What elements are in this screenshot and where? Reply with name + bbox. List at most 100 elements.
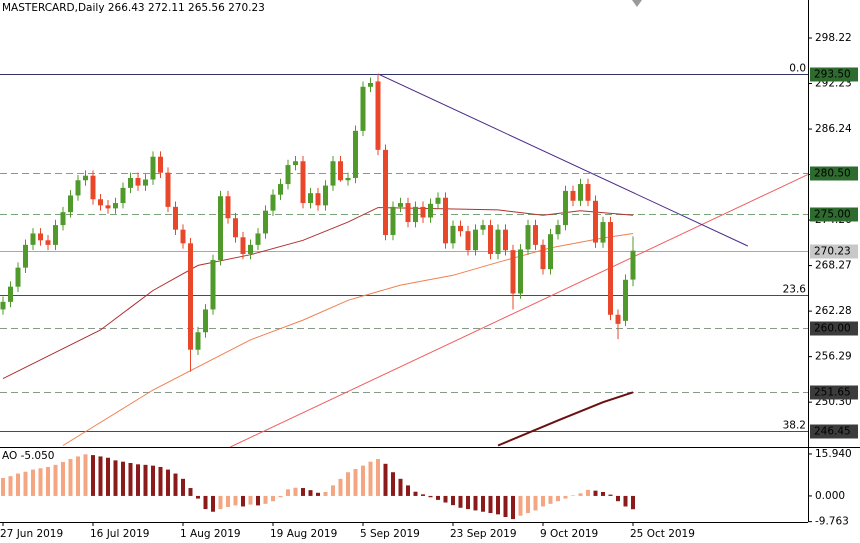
ao-bar <box>481 495 485 512</box>
ao-bar <box>271 495 275 502</box>
candle-body <box>285 165 291 185</box>
price-label-box <box>810 385 858 400</box>
candle-body <box>630 250 636 280</box>
ao-bar <box>91 455 95 496</box>
fib-label: 38.2 <box>783 420 806 432</box>
ao-bar <box>226 495 230 507</box>
candle-body <box>458 225 463 232</box>
candle-body <box>503 229 508 251</box>
ao-bar <box>248 495 253 505</box>
ao-bar <box>601 491 605 496</box>
ao-bar <box>53 464 58 496</box>
candle-body <box>398 203 403 207</box>
candle-body <box>158 156 163 173</box>
candle-body <box>308 193 313 204</box>
y-tick-label: 268.27 <box>815 260 852 272</box>
ao-bar <box>316 492 320 496</box>
candle-body <box>270 194 276 211</box>
ao-bar <box>496 495 500 515</box>
ao-bar <box>571 495 575 496</box>
ao-bar <box>46 466 50 496</box>
candle-body <box>510 250 516 294</box>
candle-body <box>593 200 598 243</box>
candle-body <box>413 206 418 223</box>
candle-body <box>45 240 51 245</box>
ao-bar <box>451 495 455 506</box>
moving-average <box>62 233 634 446</box>
x-tick-label: 23 Sep 2019 <box>450 528 517 540</box>
ao-bar <box>293 487 298 496</box>
ao-bar <box>128 463 133 496</box>
x-tick-label: 25 Oct 2019 <box>630 528 695 540</box>
ao-panel <box>1 454 635 520</box>
moving-average <box>2 207 634 380</box>
candle-body <box>15 267 21 287</box>
ao-bar <box>83 454 88 496</box>
shift-marker <box>632 0 642 7</box>
ao-bar <box>458 495 463 508</box>
fib-label: 0.0 <box>789 63 806 75</box>
trendline <box>230 174 808 447</box>
candle-body <box>75 180 81 196</box>
candle-body <box>83 175 88 181</box>
candle-body <box>120 187 126 204</box>
candle-body <box>600 222 606 243</box>
candle-body <box>345 177 351 181</box>
candle-body <box>233 218 238 238</box>
ao-bar <box>391 472 395 496</box>
ao-bar <box>256 495 260 506</box>
x-tick-label: 27 Jun 2019 <box>0 528 63 540</box>
price-panel <box>0 73 808 447</box>
ao-bar <box>428 495 433 498</box>
y-tick-label: 15.940 <box>815 448 852 460</box>
candle-body <box>203 309 208 333</box>
candle-body <box>68 195 73 213</box>
candle-body <box>480 225 486 230</box>
candle-body <box>428 203 433 218</box>
ao-bar <box>353 469 358 496</box>
ao-bar <box>106 457 110 496</box>
candle-body <box>555 225 561 235</box>
x-tick-label: 19 Aug 2019 <box>270 528 337 540</box>
candle-body <box>533 225 538 245</box>
candle-body <box>60 212 66 226</box>
candle-body <box>608 222 613 315</box>
candle-body <box>210 260 216 310</box>
ao-bar <box>436 495 440 500</box>
ao-bar <box>166 469 170 496</box>
ao-bar <box>8 476 13 496</box>
price-label: 275.00 <box>814 209 851 221</box>
ao-bar <box>616 495 620 502</box>
ao-bar <box>16 473 20 496</box>
y-tick-label: 298.22 <box>815 32 852 44</box>
ao-bar <box>158 466 163 496</box>
y-tick-label: 256.29 <box>815 351 852 363</box>
candle-body <box>518 249 523 294</box>
candle-body <box>623 279 628 321</box>
candle-body <box>165 172 171 207</box>
x-tick-label: 5 Sep 2019 <box>360 528 420 540</box>
ao-bar <box>218 495 223 510</box>
ao-bar <box>301 488 305 496</box>
ao-bar <box>398 478 403 496</box>
candle-body <box>375 81 381 150</box>
candle-body <box>315 193 321 206</box>
y-tick-label: 262.28 <box>815 305 852 317</box>
ao-bar <box>533 495 538 511</box>
ao-bar <box>121 461 125 496</box>
ao-bar <box>578 493 583 496</box>
price-label-box <box>810 207 858 222</box>
price-label-box <box>810 166 858 181</box>
price-label: 280.50 <box>814 168 851 180</box>
ao-bar <box>518 495 523 516</box>
ao-bar <box>586 489 590 496</box>
candle-body <box>293 161 298 166</box>
ao-bar <box>38 468 43 496</box>
price-label: 270.23 <box>814 246 851 258</box>
ao-bar <box>466 495 470 510</box>
price-label-box <box>810 424 858 439</box>
candle-body <box>278 184 283 195</box>
candle-body <box>323 185 328 206</box>
candle-body <box>548 234 553 270</box>
candle-body <box>143 179 148 186</box>
